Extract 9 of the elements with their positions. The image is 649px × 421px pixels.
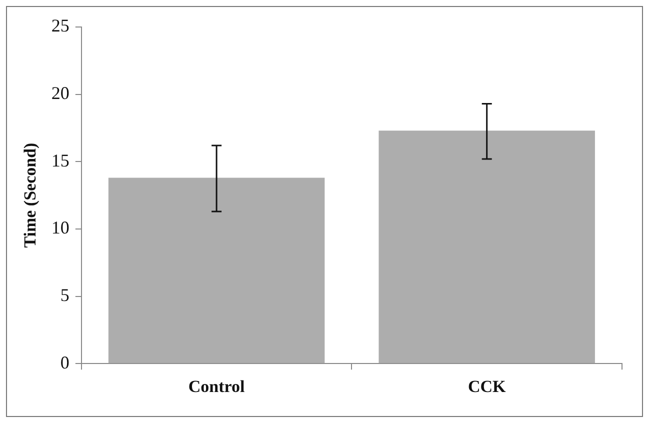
y-axis-title: Time (Second) (20, 142, 40, 248)
y-tick-label: 15 (51, 150, 70, 170)
x-tick-label: Control (188, 377, 245, 396)
y-tick-label: 20 (51, 83, 70, 104)
y-tick-label: 5 (60, 285, 70, 306)
x-tick-label: CCK (468, 377, 507, 396)
y-tick-label: 0 (60, 352, 70, 372)
y-tick-label: 25 (51, 16, 70, 36)
y-tick-label: 10 (51, 218, 70, 238)
